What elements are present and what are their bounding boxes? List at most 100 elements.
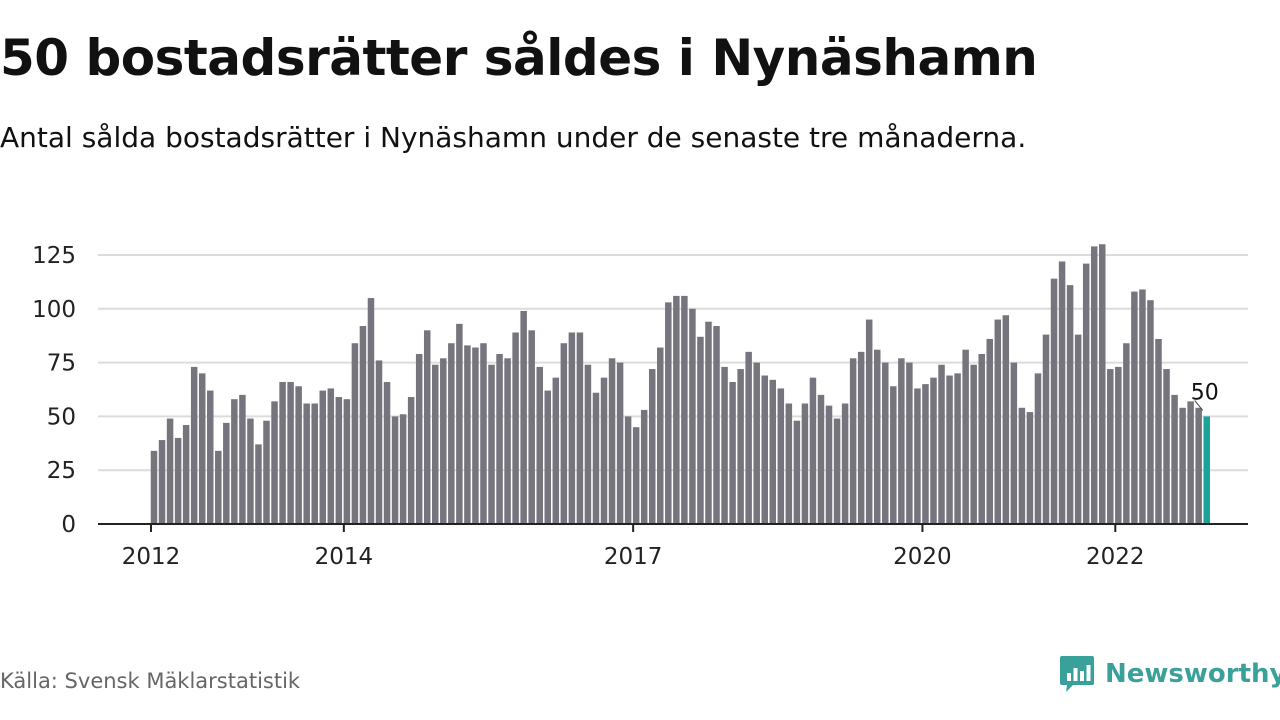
newsworthy-logo-icon [1060,656,1094,692]
bar [1018,407,1026,524]
bar [1115,366,1122,524]
bar [721,366,728,524]
bar [215,450,222,524]
bar [560,343,568,524]
bar [1163,369,1170,524]
bar [1058,261,1066,524]
bar [1147,300,1154,524]
bar-chart: 0 25 50 75 100 125 2012 2014 2017 2020 2022 50 [32,243,1248,570]
labels: 0 25 50 75 100 125 2012 2014 2017 2020 2022 50 [32,243,1219,570]
bar [1179,407,1186,524]
bar [223,422,230,524]
bar [632,427,640,524]
bar [898,358,905,524]
bar [568,332,576,524]
bar [496,353,503,524]
bar [986,338,993,524]
bar [648,369,656,524]
bar [1107,369,1114,524]
x-tick-label: 2020 [893,544,952,570]
bar [255,444,262,524]
bar [174,437,182,524]
bar [769,379,777,524]
bar [962,349,969,524]
bar [882,362,889,524]
bar [576,332,584,524]
source-note: Källa: Svensk Mäklarstatistik [0,669,301,693]
bar [1155,338,1162,524]
bar [697,336,704,524]
bar [1066,285,1074,524]
y-tick-label: 125 [32,243,76,269]
bars [150,244,1210,525]
bar [247,418,254,524]
bar [520,310,527,524]
bar [801,403,809,524]
bar [375,360,383,524]
bar [1042,334,1050,524]
bar [777,388,785,524]
bar [279,381,286,524]
y-tick-label: 0 [61,512,76,538]
bar [528,330,535,524]
bar [729,381,736,524]
bar [817,394,825,524]
bar [978,353,985,524]
bar [841,403,849,524]
bar [970,364,977,524]
bar [624,416,632,524]
bar [793,420,801,524]
brand[interactable]: Newsworthy [1059,654,1280,694]
bar [440,358,447,524]
bar [954,373,961,524]
bar [295,386,302,524]
bar [1050,278,1058,524]
bar [432,364,439,524]
bar [1002,315,1010,524]
bar [1123,343,1130,524]
highlight-value-label: 50 [1191,380,1219,405]
y-tick-label: 50 [47,404,76,430]
bar [166,418,174,524]
bar [665,302,672,524]
bar [809,377,817,524]
bar [745,351,752,524]
bar [1082,263,1090,524]
bar [319,390,327,524]
bar [592,392,600,524]
bar [914,388,921,524]
y-tick-label: 25 [47,458,76,484]
bar [761,375,768,524]
bar [1034,373,1042,524]
bar [367,298,375,524]
bar [857,351,865,524]
bar [865,319,873,524]
bar [287,381,294,524]
bar [890,386,897,524]
bar [705,321,712,524]
bar [231,399,238,524]
bar [311,403,318,524]
bar [544,390,552,524]
bar [343,399,351,524]
bar [1010,362,1018,524]
bar [938,364,945,524]
x-tick-label: 2022 [1086,544,1145,570]
bar [480,343,487,524]
chart-title: 50 bostadsrätter såldes i Nynäshamn [0,29,1038,87]
bar [150,450,158,524]
bar [359,326,367,524]
bar [327,388,335,524]
bar [1074,334,1082,524]
bar [472,347,479,524]
bar [399,414,407,524]
bar [391,416,399,524]
bar [271,401,278,524]
bar [640,409,648,524]
bar [1171,394,1178,524]
bar [158,440,166,524]
bar [689,308,696,524]
bar [673,295,680,524]
bar [785,403,793,524]
bar [833,418,841,524]
